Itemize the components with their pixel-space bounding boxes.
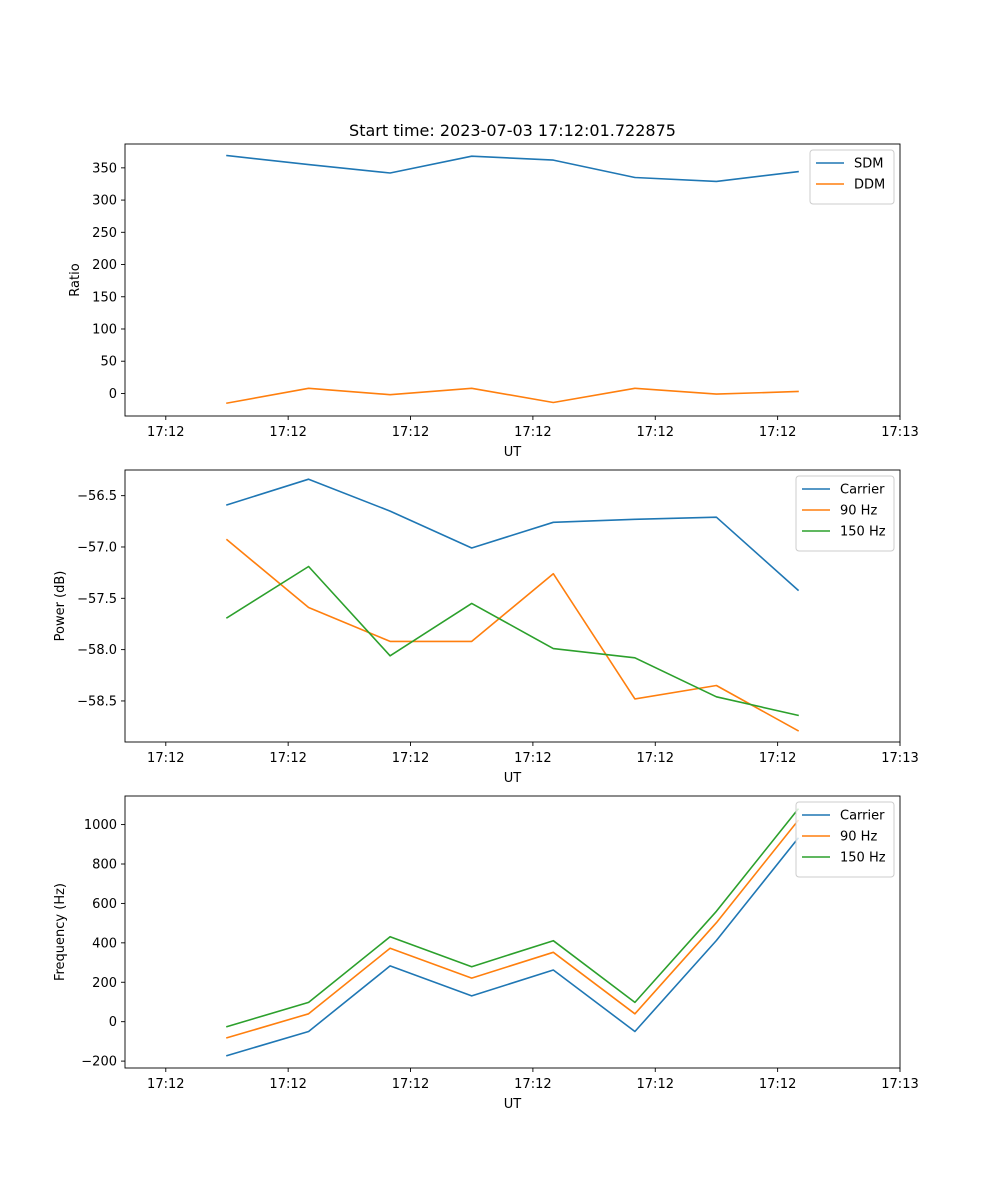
y-tick-label: −58.5 — [77, 694, 117, 709]
x-axis-label: UT — [504, 771, 522, 786]
legend-label: 90 Hz — [840, 504, 877, 519]
y-tick-label: −200 — [81, 1055, 117, 1070]
y-tick-label: 350 — [92, 161, 117, 176]
y-tick-label: 250 — [92, 226, 117, 241]
legend: Carrier 90 Hz 150 Hz — [795, 801, 895, 878]
x-tick-label: 17:12 — [514, 425, 551, 440]
axes-frame — [124, 143, 901, 417]
x-tick-label: 17:12 — [269, 751, 306, 766]
legend-box — [795, 475, 895, 552]
x-tick-label: 17:12 — [637, 751, 674, 766]
legend-label: 90 Hz — [840, 830, 877, 845]
x-tick-label: 17:13 — [881, 751, 918, 766]
series-line-ddm — [226, 387, 799, 405]
y-tick-label: 200 — [92, 258, 117, 273]
legend: SDM DDM — [809, 149, 895, 205]
x-tick-label: 17:12 — [269, 1077, 306, 1092]
y-tick-label: −58.0 — [77, 643, 117, 658]
legend-label: SDM — [854, 157, 883, 172]
y-tick-label: −57.0 — [77, 540, 117, 555]
y-tick-label: 150 — [92, 290, 117, 305]
x-tick-label: 17:12 — [392, 751, 429, 766]
legend-label: 150 Hz — [840, 525, 886, 540]
y-tick-label: 0 — [109, 1015, 117, 1030]
legend-label: 150 Hz — [840, 851, 886, 866]
x-tick-label: 17:12 — [759, 425, 796, 440]
legend-label: DDM — [854, 178, 885, 193]
y-tick-label: 200 — [92, 976, 117, 991]
y-tick-label: 0 — [109, 387, 117, 402]
x-axis-label: UT — [504, 445, 522, 460]
x-tick-label: 17:12 — [392, 1077, 429, 1092]
axes-frame — [124, 795, 901, 1069]
y-tick-label: −57.5 — [77, 592, 117, 607]
x-tick-label: 17:12 — [147, 1077, 184, 1092]
series-line-sdm — [226, 154, 799, 183]
legend: Carrier 90 Hz 150 Hz — [795, 475, 895, 552]
x-tick-label: 17:12 — [269, 425, 306, 440]
x-tick-label: 17:12 — [514, 1077, 551, 1092]
series-line-90-hz — [225, 538, 800, 732]
x-tick-label: 17:13 — [881, 425, 918, 440]
y-axis-label: Ratio — [68, 263, 83, 296]
chart-panel-3: 17:12 17:12 17:12 17:12 17:12 17:12 17:13 −200 0… — [53, 795, 919, 1112]
series-line-150-hz — [225, 565, 799, 717]
legend-label: Carrier — [840, 483, 885, 498]
x-tick-label: 17:12 — [514, 751, 551, 766]
x-axis-label: UT — [504, 1097, 522, 1112]
x-tick-label: 17:12 — [759, 1077, 796, 1092]
y-tick-label: 50 — [100, 355, 117, 370]
series-line-90-hz — [226, 819, 800, 1039]
y-axis-label: Frequency (Hz) — [53, 883, 68, 981]
chart-title: Start time: 2023-07-03 17:12:01.722875 — [349, 121, 676, 140]
series-line-carrier — [225, 478, 800, 592]
y-tick-label: 800 — [92, 858, 117, 873]
y-tick-label: 300 — [92, 194, 117, 209]
x-tick-label: 17:12 — [759, 751, 796, 766]
y-tick-label: 400 — [92, 936, 117, 951]
legend-box — [795, 801, 895, 878]
chart-panel-1: 17:12 17:12 17:12 17:12 17:12 17:12 17:13 0 50 10… — [68, 121, 919, 460]
y-tick-label: −56.5 — [77, 489, 117, 504]
series-line-carrier — [226, 837, 800, 1057]
y-axis-label: Power (dB) — [53, 571, 68, 642]
x-tick-label: 17:12 — [392, 425, 429, 440]
x-tick-label: 17:12 — [637, 1077, 674, 1092]
legend-label: Carrier — [840, 809, 885, 824]
x-tick-label: 17:12 — [147, 425, 184, 440]
series-line-150-hz — [226, 808, 800, 1028]
y-tick-label: 1000 — [84, 818, 117, 833]
x-tick-label: 17:12 — [147, 751, 184, 766]
axes-frame — [124, 469, 901, 743]
y-tick-label: 600 — [92, 897, 117, 912]
x-tick-label: 17:12 — [637, 425, 674, 440]
y-tick-label: 100 — [92, 322, 117, 337]
chart-panel-2: 17:12 17:12 17:12 17:12 17:12 17:12 17:13 −56.5… — [53, 469, 919, 786]
x-tick-label: 17:13 — [881, 1077, 918, 1092]
